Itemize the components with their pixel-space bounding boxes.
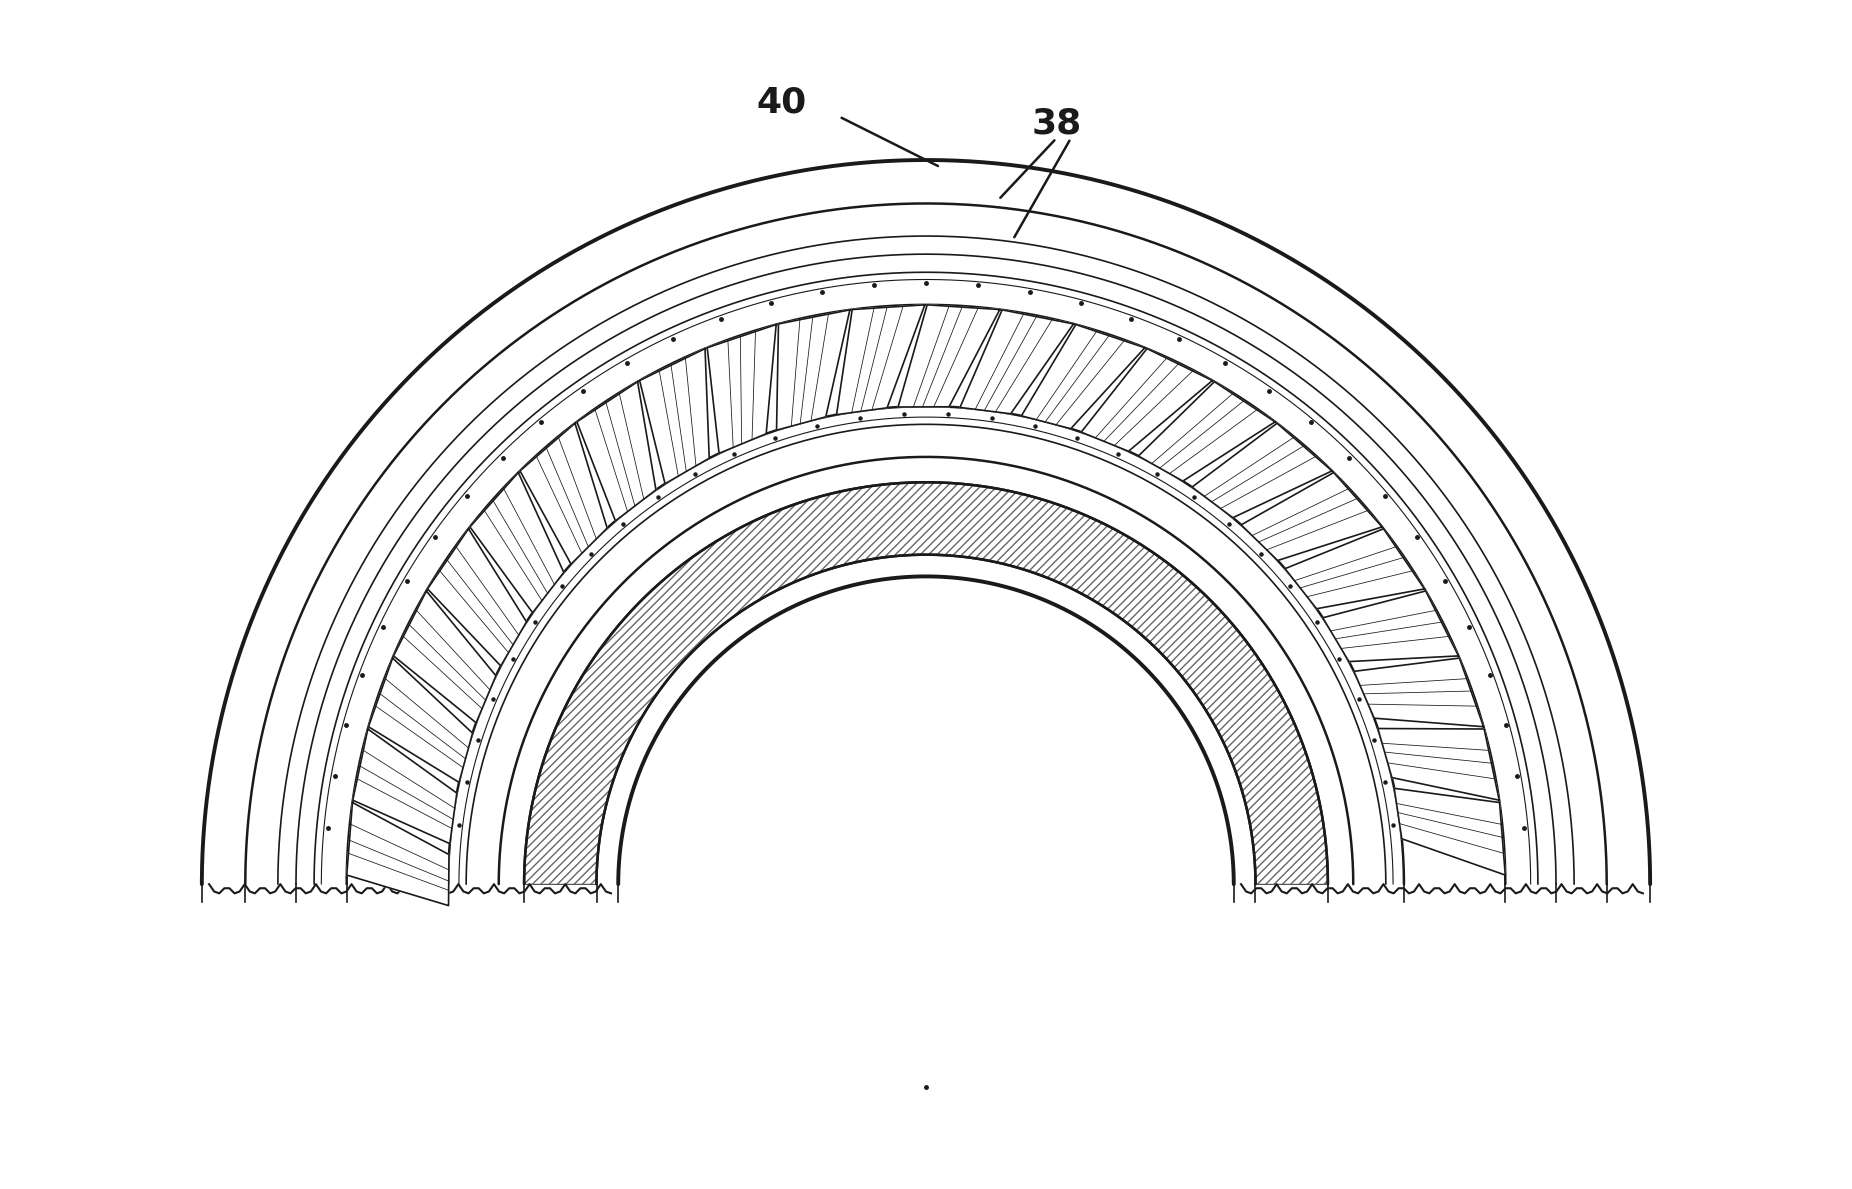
Polygon shape <box>1139 382 1274 482</box>
Polygon shape <box>1354 658 1483 726</box>
Polygon shape <box>369 658 472 782</box>
Wedge shape <box>524 483 1328 885</box>
Polygon shape <box>428 529 526 666</box>
Polygon shape <box>776 310 850 430</box>
Polygon shape <box>202 161 1650 885</box>
Polygon shape <box>202 161 1650 885</box>
Polygon shape <box>1322 591 1459 661</box>
Wedge shape <box>524 483 1328 885</box>
Polygon shape <box>1241 472 1382 560</box>
Polygon shape <box>1082 348 1213 452</box>
Polygon shape <box>1395 788 1506 875</box>
Polygon shape <box>1022 325 1145 429</box>
Polygon shape <box>596 555 1256 885</box>
Polygon shape <box>470 472 563 612</box>
Polygon shape <box>707 325 776 453</box>
Polygon shape <box>837 304 924 415</box>
Polygon shape <box>578 382 656 521</box>
Polygon shape <box>898 304 1000 407</box>
Polygon shape <box>520 423 607 564</box>
Polygon shape <box>959 310 1074 414</box>
Polygon shape <box>639 348 709 484</box>
Text: 40: 40 <box>756 86 806 119</box>
Polygon shape <box>1193 423 1332 517</box>
Polygon shape <box>202 161 1650 885</box>
Polygon shape <box>1378 729 1500 800</box>
Polygon shape <box>352 729 457 844</box>
Polygon shape <box>1285 529 1424 609</box>
Polygon shape <box>393 591 496 723</box>
Polygon shape <box>346 803 448 906</box>
Text: 38: 38 <box>1032 107 1082 140</box>
